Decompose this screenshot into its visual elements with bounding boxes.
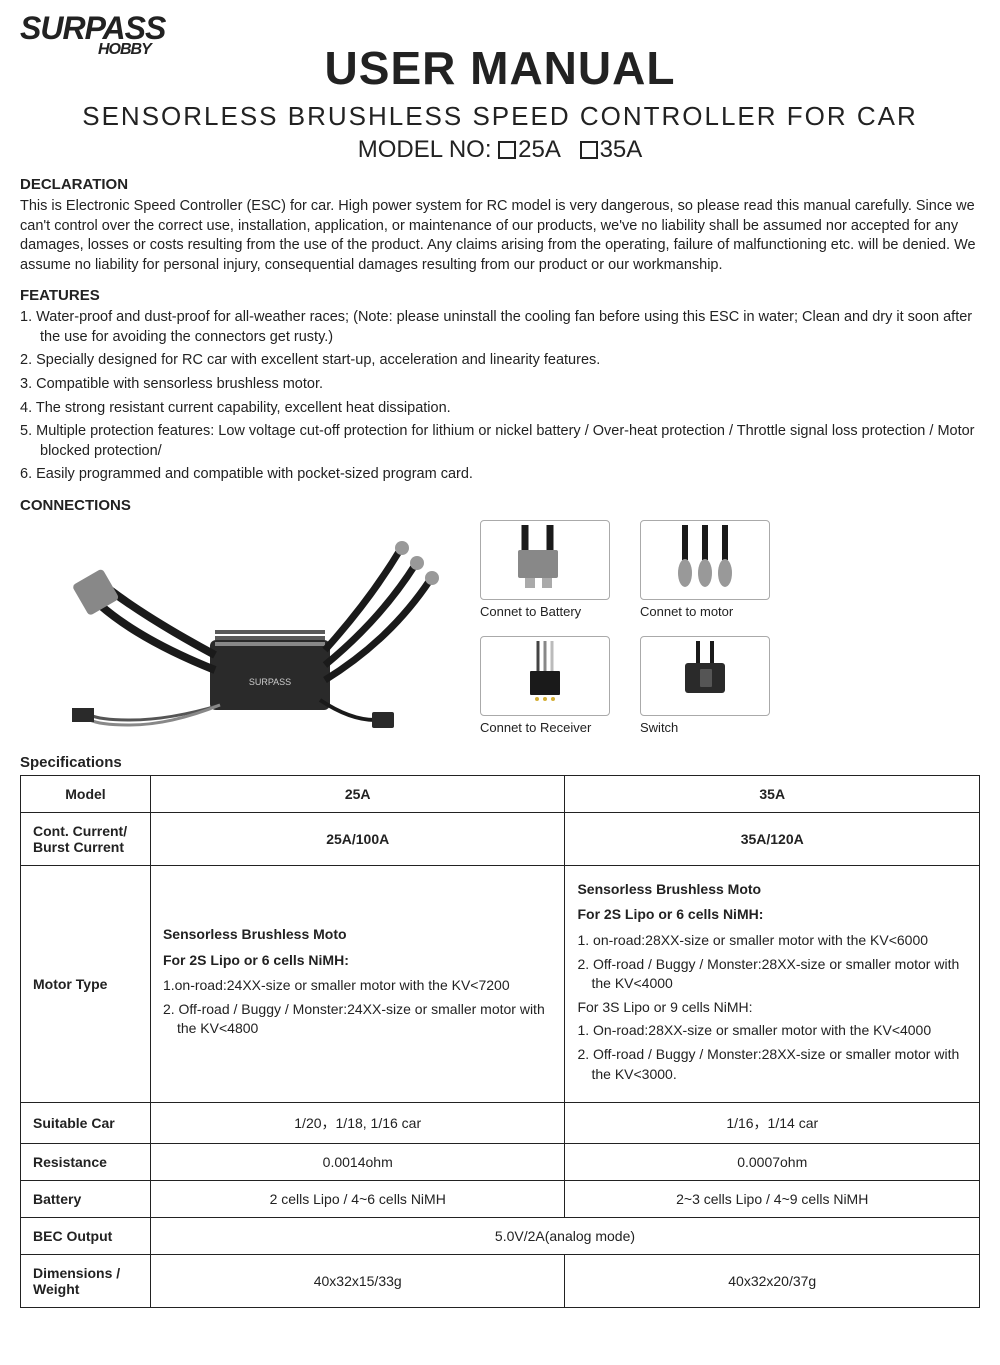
model-line: MODEL NO: 25A 35A	[20, 136, 980, 164]
cell-current-b: 35A/120A	[565, 812, 980, 865]
header-35a: 35A	[565, 775, 980, 812]
cell-battery-a: 2 cells Lipo / 4~6 cells NiMH	[150, 1181, 565, 1218]
row-label-battery: Battery	[21, 1181, 151, 1218]
connector-switch: Switch	[640, 636, 780, 740]
row-label-motor: Motor Type	[21, 865, 151, 1102]
declaration-heading: DECLARATION	[20, 176, 980, 193]
table-row: BEC Output 5.0V/2A(analog mode)	[21, 1218, 980, 1255]
connector-label: Connet to motor	[640, 604, 780, 619]
motor-plug-icon	[650, 525, 760, 595]
motor-a-h2: For 2S Lipo or 6 cells NiMH:	[163, 951, 553, 971]
connector-motor: Connet to motor	[640, 520, 780, 624]
header-model: Model	[21, 775, 151, 812]
connector-battery: Connet to Battery	[480, 520, 620, 624]
cell-battery-b: 2~3 cells Lipo / 4~9 cells NiMH	[565, 1181, 980, 1218]
row-label-resistance: Resistance	[21, 1144, 151, 1181]
motor-a-l1: 1.on-road:24XX-size or smaller motor wit…	[163, 976, 553, 996]
checkbox-35a-icon	[580, 141, 598, 159]
battery-plug-icon	[490, 525, 600, 595]
header-25a: 25A	[150, 775, 565, 812]
esc-illustration-icon: SURPASS	[20, 520, 460, 740]
page-subtitle: SENSORLESS BRUSHLESS SPEED CONTROLLER FO…	[20, 101, 980, 132]
cell-motor-a: Sensorless Brushless Moto For 2S Lipo or…	[150, 865, 565, 1102]
cell-car-a: 1/20，1/18, 1/16 car	[150, 1103, 565, 1144]
connector-label: Connet to Battery	[480, 604, 620, 619]
feature-item: 3. Compatible with sensorless brushless …	[20, 375, 980, 395]
receiver-plug-icon	[490, 641, 600, 711]
table-row: Battery 2 cells Lipo / 4~6 cells NiMH 2~…	[21, 1181, 980, 1218]
cell-current-a: 25A/100A	[150, 812, 565, 865]
connector-label: Switch	[640, 720, 780, 735]
checkbox-25a-icon	[498, 141, 516, 159]
switch-icon	[650, 641, 760, 711]
table-row: Dimensions / Weight 40x32x15/33g 40x32x2…	[21, 1255, 980, 1308]
feature-item: 4. The strong resistant current capabili…	[20, 399, 980, 419]
row-label-dim: Dimensions / Weight	[21, 1255, 151, 1308]
features-list: 1. Water-proof and dust-proof for all-we…	[20, 308, 980, 485]
specifications-table: Model 25A 35A Cont. Current/ Burst Curre…	[20, 775, 980, 1308]
motor-a-h1: Sensorless Brushless Moto	[163, 925, 553, 945]
motor-b-h3: For 3S Lipo or 9 cells NiMH:	[577, 998, 967, 1018]
row-label-bec: BEC Output	[21, 1218, 151, 1255]
model-opt-25a: 25A	[518, 136, 559, 163]
cell-motor-b: Sensorless Brushless Moto For 2S Lipo or…	[565, 865, 980, 1102]
row-label-car: Suitable Car	[21, 1103, 151, 1144]
table-row: Model 25A 35A	[21, 775, 980, 812]
motor-b-l1: 1. on-road:28XX-size or smaller motor wi…	[577, 931, 967, 951]
connector-receiver: Connet to Receiver	[480, 636, 620, 740]
declaration-text: This is Electronic Speed Controller (ESC…	[20, 197, 980, 275]
cell-car-b: 1/16，1/14 car	[565, 1103, 980, 1144]
feature-item: 2. Specially designed for RC car with ex…	[20, 351, 980, 371]
cell-resistance-a: 0.0014ohm	[150, 1144, 565, 1181]
motor-b-l3: 1. On-road:28XX-size or smaller motor wi…	[577, 1021, 967, 1041]
features-heading: FEATURES	[20, 287, 980, 304]
svg-text:SURPASS: SURPASS	[249, 677, 291, 687]
cell-resistance-b: 0.0007ohm	[565, 1144, 980, 1181]
motor-b-h1: Sensorless Brushless Moto	[577, 880, 967, 900]
model-opt-35a: 35A	[600, 136, 643, 163]
connector-grid: Connet to Battery Connet to motor	[480, 520, 780, 740]
motor-b-l2: 2. Off-road / Buggy / Monster:28XX-size …	[577, 955, 967, 994]
motor-b-h2: For 2S Lipo or 6 cells NiMH:	[577, 905, 967, 925]
cell-dim-a: 40x32x15/33g	[150, 1255, 565, 1308]
row-label-current: Cont. Current/ Burst Current	[21, 812, 151, 865]
table-row: Motor Type Sensorless Brushless Moto For…	[21, 865, 980, 1102]
connector-label: Connet to Receiver	[480, 720, 620, 735]
specifications-heading: Specifications	[20, 754, 980, 771]
feature-item: 1. Water-proof and dust-proof for all-we…	[20, 308, 980, 347]
motor-a-l2: 2. Off-road / Buggy / Monster:24XX-size …	[163, 1000, 553, 1039]
feature-item: 5. Multiple protection features: Low vol…	[20, 422, 980, 461]
cell-bec: 5.0V/2A(analog mode)	[150, 1218, 979, 1255]
cell-dim-b: 40x32x20/37g	[565, 1255, 980, 1308]
table-row: Cont. Current/ Burst Current 25A/100A 35…	[21, 812, 980, 865]
table-row: Suitable Car 1/20，1/18, 1/16 car 1/16，1/…	[21, 1103, 980, 1144]
motor-b-l4: 2. Off-road / Buggy / Monster:28XX-size …	[577, 1045, 967, 1084]
table-row: Resistance 0.0014ohm 0.0007ohm	[21, 1144, 980, 1181]
model-prefix: MODEL NO:	[358, 136, 498, 163]
connections-heading: CONNECTIONS	[20, 497, 980, 514]
connections-area: SURPASS Connet to Battery	[20, 520, 980, 740]
page-title: USER MANUAL	[20, 41, 980, 95]
feature-item: 6. Easily programmed and compatible with…	[20, 465, 980, 485]
